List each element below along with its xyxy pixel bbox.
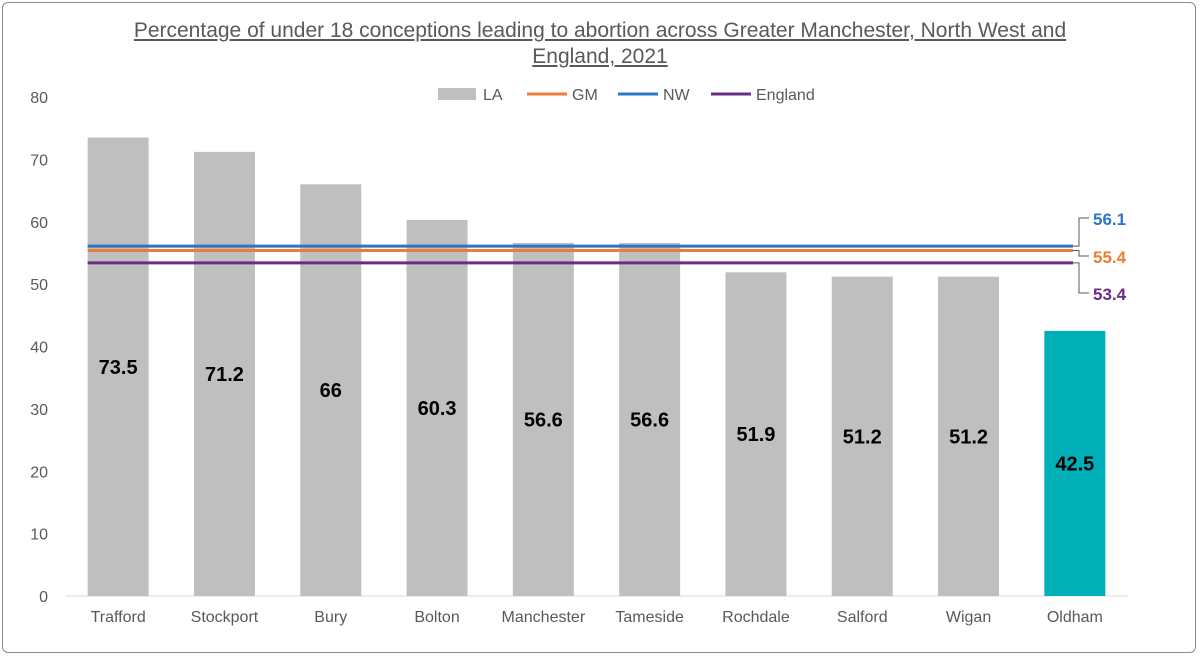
leader-line (1073, 249, 1089, 257)
bar-data-label: 42.5 (1055, 453, 1094, 475)
bar-data-label: 51.9 (736, 424, 775, 446)
reference-lines: 55.4 56.1 53.4 (87, 210, 1127, 304)
legend-entry: LA (483, 87, 503, 104)
x-tick-label: Trafford (91, 609, 146, 626)
y-tick-label: 0 (39, 589, 48, 606)
x-tick-label: Bolton (414, 609, 459, 626)
y-tick-label: 20 (30, 464, 48, 481)
x-tick-label: Salford (837, 609, 888, 626)
y-tick-label: 10 (30, 527, 48, 544)
y-tick-label: 30 (30, 402, 48, 419)
x-tick-label: Manchester (502, 609, 586, 626)
bar-wigan (938, 276, 1000, 596)
chart-title: Percentage of under 18 conceptions leadi… (133, 19, 1067, 68)
bar-data-label: 71.2 (205, 364, 244, 386)
x-axis: Trafford Stockport Bury Bolton Manchester Tam… (91, 609, 1103, 626)
y-tick-label: 40 (30, 340, 48, 357)
reference-line-label: 56.1 (1093, 210, 1126, 229)
reference-line-label: 53.4 (1093, 285, 1127, 304)
bars: 73.5 71.2 66 60.3 56.6 56.6 51.9 51.2 51.2 42.5 (87, 137, 1106, 596)
y-tick-label: 80 (30, 90, 48, 107)
reference-line-label: 55.4 (1093, 248, 1127, 267)
bar-bury (300, 184, 362, 596)
bar-oldham (1044, 330, 1106, 596)
x-tick-label: Rochdale (722, 609, 790, 626)
legend-entry: NW (663, 87, 691, 104)
bar-salford (831, 276, 893, 596)
bar-data-label: 51.2 (843, 426, 882, 448)
bar-manchester (512, 242, 574, 596)
bar-data-label: 56.6 (524, 409, 563, 431)
x-tick-label: Stockport (191, 609, 259, 626)
bar-bolton (406, 219, 468, 596)
legend-entry: GM (572, 87, 598, 104)
x-tick-label: Tameside (615, 609, 684, 626)
y-tick-label: 60 (30, 215, 48, 232)
bar-data-label: 60.3 (418, 398, 457, 420)
bar-rochdale (725, 272, 787, 596)
y-tick-label: 70 (30, 152, 48, 169)
bar-data-label: 51.2 (949, 426, 988, 448)
bar-tameside (619, 242, 681, 596)
bar-trafford (87, 137, 149, 596)
bar-data-label: 73.5 (99, 357, 138, 379)
legend-swatch-la (438, 88, 476, 100)
legend-entry: England (756, 87, 815, 104)
bar-data-label: 56.6 (630, 409, 669, 431)
legend: LA GM NW England (438, 87, 815, 104)
leader-line (1073, 262, 1089, 294)
y-tick-label: 50 (30, 277, 48, 294)
x-tick-label: Oldham (1047, 609, 1103, 626)
x-tick-label: Bury (314, 609, 347, 626)
x-tick-label: Wigan (946, 609, 991, 626)
leader-line (1073, 217, 1089, 247)
bar-data-label: 66 (320, 380, 342, 402)
bar-stockport (193, 151, 255, 596)
